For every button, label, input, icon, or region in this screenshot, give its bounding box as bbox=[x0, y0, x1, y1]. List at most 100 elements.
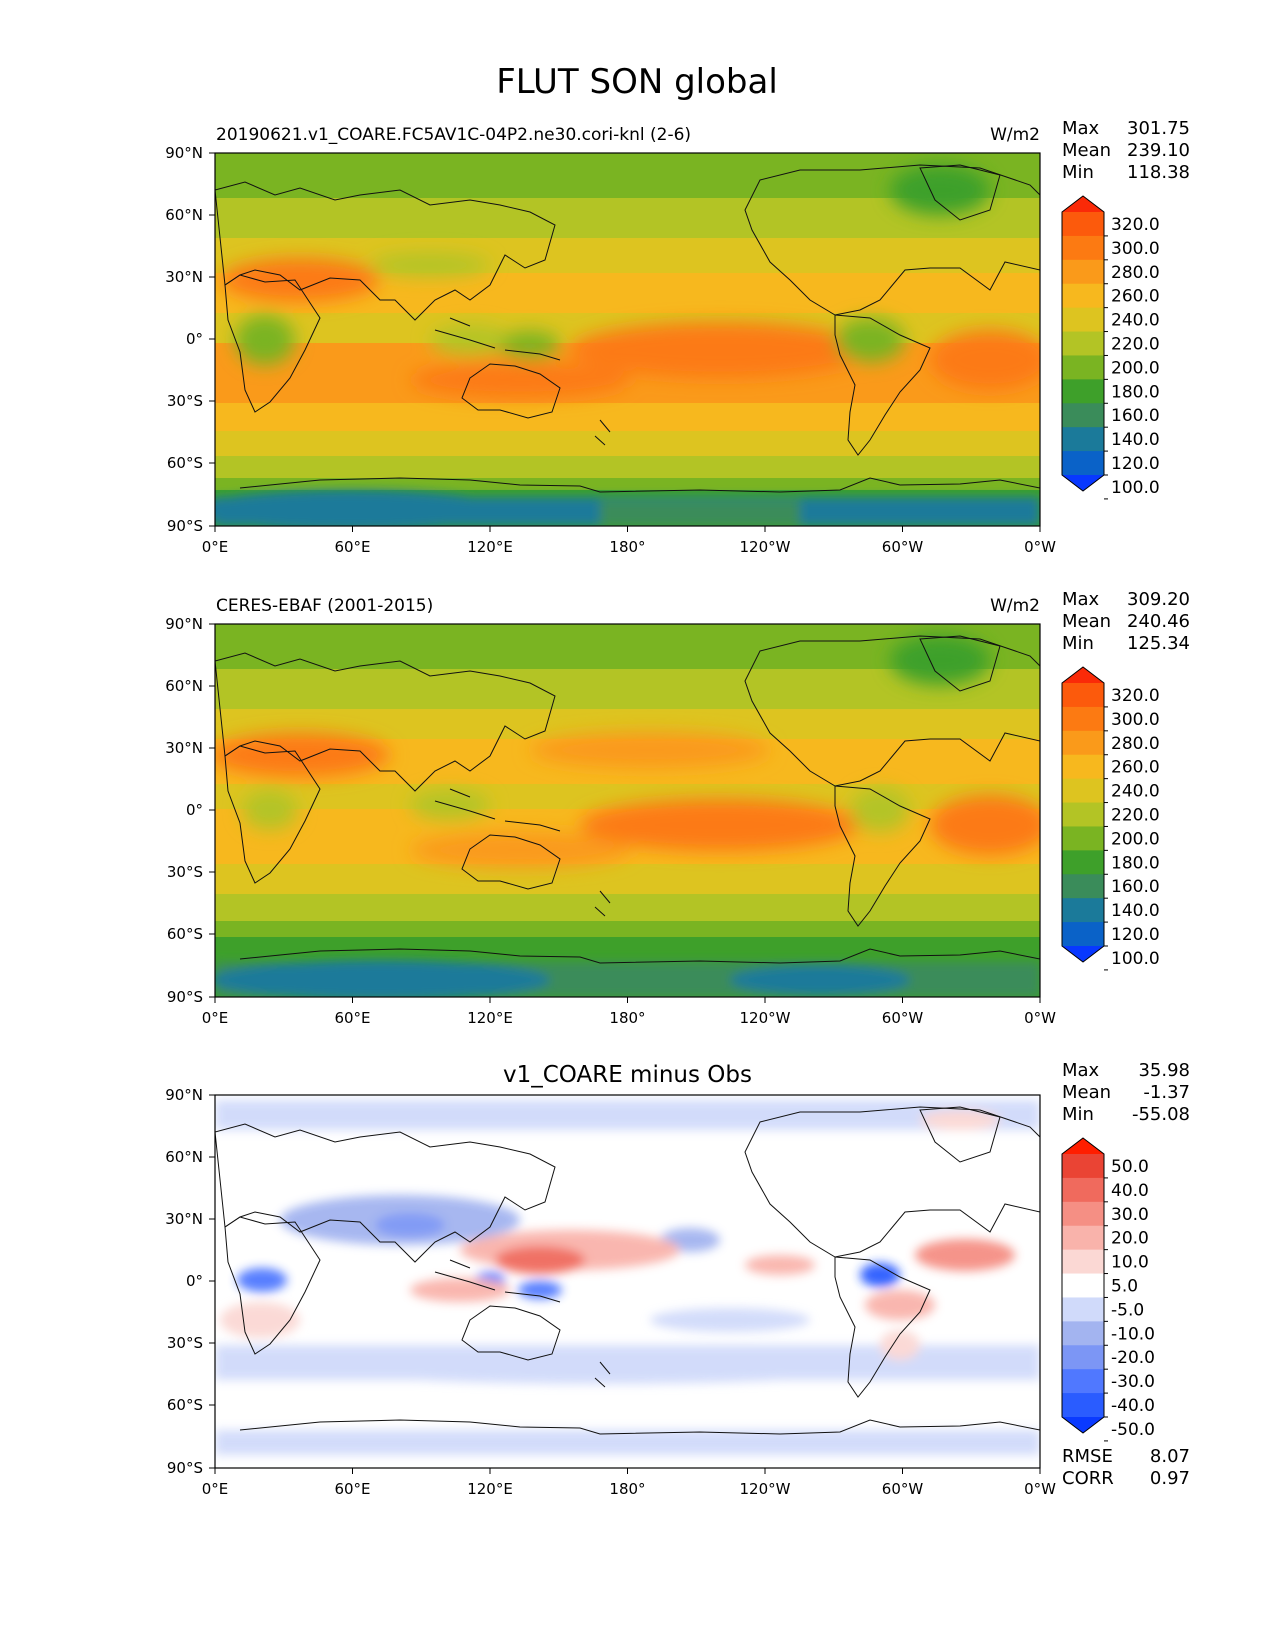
colorbar-label: 10.0 bbox=[1111, 1253, 1149, 1273]
colorbar-label: 30.0 bbox=[1111, 1205, 1149, 1225]
colorbar-label: -10.0 bbox=[1111, 1324, 1155, 1344]
colorbar-label: 120.0 bbox=[1111, 925, 1160, 945]
colorbar-segment bbox=[1062, 427, 1104, 452]
colorbar-segment bbox=[1062, 1177, 1104, 1203]
panel-units: W/m2 bbox=[990, 596, 1040, 616]
colorbar-segment bbox=[1062, 706, 1104, 732]
lat-tick-label: 60°S bbox=[167, 1396, 203, 1414]
lat-tick-label: 90°S bbox=[167, 988, 203, 1006]
colorbar-extend-min bbox=[1062, 475, 1104, 491]
stat-label: Mean bbox=[1062, 611, 1111, 632]
colorbar-segment bbox=[1062, 451, 1104, 476]
lon-tick-label: 0°E bbox=[202, 538, 229, 556]
stat-value: -1.37 bbox=[1143, 1082, 1190, 1103]
stat-value: 118.38 bbox=[1127, 162, 1190, 183]
stat-label: Max bbox=[1062, 1060, 1100, 1081]
colorbar-segment bbox=[1062, 802, 1104, 827]
stat-value: 239.10 bbox=[1127, 140, 1190, 161]
colorbar-segment bbox=[1062, 850, 1104, 875]
colorbar-label: 40.0 bbox=[1111, 1181, 1149, 1201]
colorbar-label: 100.0 bbox=[1111, 478, 1160, 498]
stat-value: 0.97 bbox=[1150, 1468, 1190, 1489]
colorbar-segment bbox=[1062, 331, 1104, 356]
colorbar-label: 160.0 bbox=[1111, 406, 1160, 426]
lon-tick-label: 60°W bbox=[882, 1480, 924, 1498]
lon-tick-label: 60°E bbox=[334, 538, 370, 556]
lat-tick-label: 60°N bbox=[165, 1148, 203, 1166]
map-field-test bbox=[215, 153, 1040, 526]
colorbar-label: 50.0 bbox=[1111, 1157, 1149, 1177]
lon-ticks: 0°E 60°E 120°E 180° 120°W 60°W 0°W bbox=[202, 526, 1056, 556]
stat-value: 125.34 bbox=[1127, 633, 1190, 654]
lat-tick-label: 90°N bbox=[165, 615, 203, 633]
colorbar-label: 180.0 bbox=[1111, 853, 1160, 873]
colorbar-segment bbox=[1062, 826, 1104, 851]
stat-label: Mean bbox=[1062, 140, 1111, 161]
colorbar-label: 5.0 bbox=[1111, 1277, 1138, 1297]
colorbar-label: 120.0 bbox=[1111, 454, 1160, 474]
colorbar-segment bbox=[1062, 355, 1104, 380]
panel-title: v1_COARE minus Obs bbox=[503, 1062, 752, 1088]
colorbar-segment bbox=[1062, 283, 1104, 309]
panel-test: 20190621.v1_COARE.FC5AV1C-04P2.ne30.cori… bbox=[165, 118, 1190, 556]
colorbar-segment bbox=[1062, 730, 1104, 756]
colorbar-label: 160.0 bbox=[1111, 877, 1160, 897]
colorbar-label: 220.0 bbox=[1111, 806, 1160, 826]
colorbar-test: 320.0 300.0 280.0 260.0 240.0 220.0 200.0 180.0… bbox=[1061, 195, 1160, 500]
lat-tick-label: 60°S bbox=[167, 925, 203, 943]
colorbar-segment bbox=[1062, 898, 1104, 923]
lat-tick-label: 60°S bbox=[167, 454, 203, 472]
lat-tick-label: 0° bbox=[186, 801, 203, 819]
colorbar-segment bbox=[1062, 235, 1104, 261]
lon-tick-label: 60°E bbox=[334, 1009, 370, 1027]
coastlines-diff-icon bbox=[215, 1106, 1040, 1435]
stat-value: 309.20 bbox=[1127, 589, 1190, 610]
colorbar-segment bbox=[1062, 683, 1104, 708]
colorbar-segment bbox=[1062, 379, 1104, 404]
colorbar-segment bbox=[1062, 259, 1104, 285]
lat-tick-label: 90°N bbox=[165, 1086, 203, 1104]
colorbar-segment bbox=[1062, 1321, 1104, 1346]
colorbar-ref: 320.0 300.0 280.0 260.0 240.0 220.0 200.0 180.0… bbox=[1061, 666, 1160, 971]
lon-tick-label: 120°W bbox=[740, 1480, 791, 1498]
lon-tick-label: 60°W bbox=[882, 538, 924, 556]
lat-tick-label: 30°N bbox=[165, 739, 203, 757]
lon-ticks: 0°E 60°E 120°E 180° 120°W 60°W 0°W bbox=[202, 1468, 1056, 1498]
colorbar-label: 320.0 bbox=[1111, 686, 1160, 706]
colorbar-label: 240.0 bbox=[1111, 782, 1160, 802]
colorbar-diff: 50.0 40.0 30.0 20.0 10.0 5.0 -5.0 -10.0 -20.0 -30… bbox=[1061, 1137, 1155, 1442]
colorbar-segment bbox=[1062, 1249, 1104, 1275]
panel-ref: CERES-EBAF (2001-2015) W/m2 bbox=[165, 589, 1190, 1027]
colorbar-label: 140.0 bbox=[1111, 430, 1160, 450]
colorbar-segment bbox=[1062, 1273, 1104, 1298]
lat-tick-label: 30°S bbox=[167, 392, 203, 410]
stat-label: Mean bbox=[1062, 1082, 1111, 1103]
stat-label: CORR bbox=[1062, 1468, 1114, 1489]
colorbar-extend-max bbox=[1062, 196, 1104, 212]
colorbar-extend-min bbox=[1062, 1417, 1104, 1433]
stat-value: 8.07 bbox=[1150, 1446, 1190, 1467]
lon-tick-label: 120°E bbox=[467, 1009, 513, 1027]
lon-tick-label: 180° bbox=[609, 1480, 645, 1498]
colorbar-label: 140.0 bbox=[1111, 901, 1160, 921]
stat-label: Max bbox=[1062, 118, 1100, 139]
colorbar-segment bbox=[1062, 307, 1104, 333]
colorbar-segment bbox=[1062, 778, 1104, 804]
colorbar-label: 280.0 bbox=[1111, 734, 1160, 754]
colorbar-segment bbox=[1062, 1297, 1104, 1322]
lon-tick-label: 120°E bbox=[467, 538, 513, 556]
lat-tick-label: 90°S bbox=[167, 1459, 203, 1477]
lon-tick-label: 120°E bbox=[467, 1480, 513, 1498]
colorbar-label: 100.0 bbox=[1111, 949, 1160, 969]
stats-block: Max 309.20 Mean 240.46 Min 125.34 bbox=[1062, 589, 1190, 654]
colorbar-label: 260.0 bbox=[1111, 758, 1160, 778]
lat-ticks: 90°N 60°N 30°N 0° 30°S 60°S 90°S bbox=[165, 144, 215, 535]
lon-tick-label: 0°E bbox=[202, 1009, 229, 1027]
colorbar-segment bbox=[1062, 1201, 1104, 1227]
colorbar-label: -20.0 bbox=[1111, 1348, 1155, 1368]
lon-tick-label: 60°W bbox=[882, 1009, 924, 1027]
colorbar-label: 260.0 bbox=[1111, 287, 1160, 307]
colorbar-label: 180.0 bbox=[1111, 382, 1160, 402]
colorbar-label: -5.0 bbox=[1111, 1300, 1144, 1320]
